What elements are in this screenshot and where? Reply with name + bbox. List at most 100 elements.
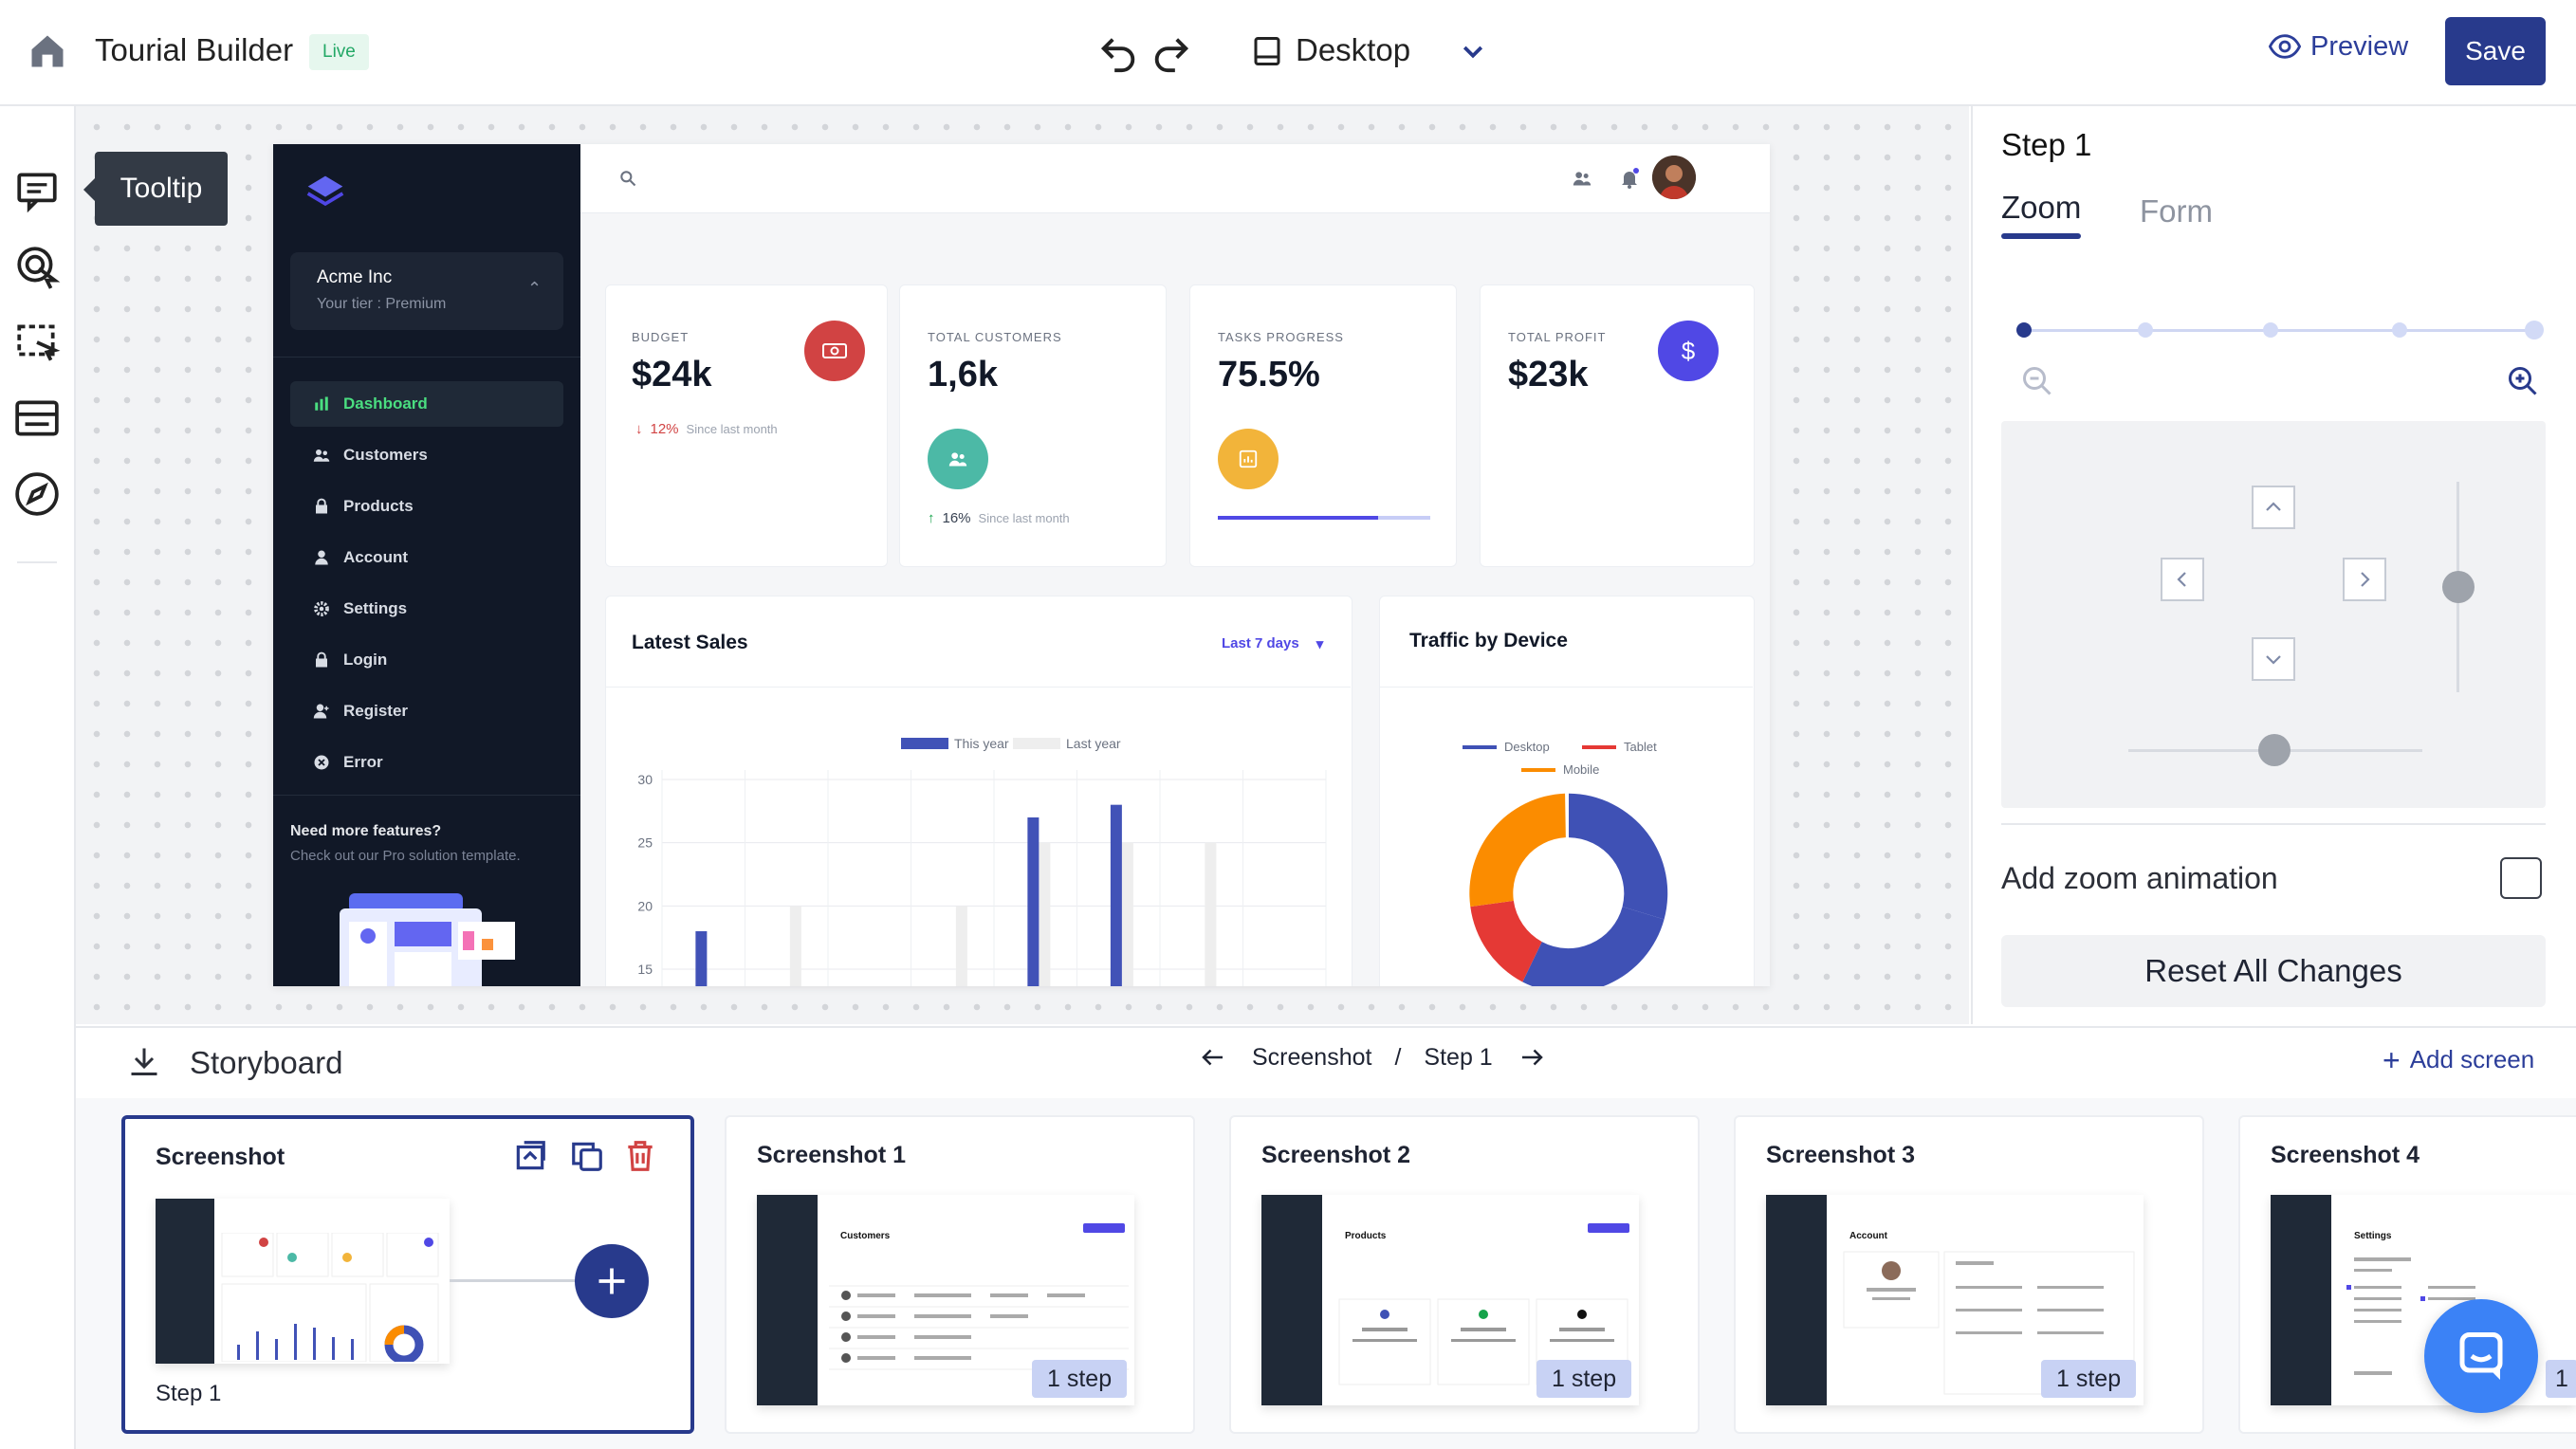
mock-nav-products[interactable]: Products <box>290 484 563 529</box>
legend-swatch-last-year <box>1013 738 1060 749</box>
tooltip-arrow <box>83 178 95 201</box>
thumb-sidebar <box>2271 1195 2331 1405</box>
step-label: Step 1 <box>156 1381 222 1406</box>
zoom-step-dot[interactable] <box>2392 322 2407 338</box>
trash-icon[interactable] <box>622 1138 658 1174</box>
crumb-step[interactable]: Step 1 <box>1424 1043 1493 1071</box>
mock-nav-dashboard[interactable]: Dashboard <box>290 381 563 427</box>
org-tier: Your tier : Premium <box>317 296 447 312</box>
bar-last-year <box>955 906 967 986</box>
donut-tablet <box>1470 900 1542 982</box>
legend-tablet: Tablet <box>1582 740 1657 754</box>
lock-icon <box>316 651 327 668</box>
thumb-account-preview <box>1843 1251 2135 1395</box>
zoom-out-icon[interactable] <box>2020 364 2054 398</box>
users-icon[interactable] <box>1571 169 1593 188</box>
money-icon <box>804 321 865 381</box>
tab-form[interactable]: Form <box>2140 193 2213 229</box>
reset-all-changes-button[interactable]: Reset All Changes <box>2001 935 2546 1007</box>
crumb-screen[interactable]: Screenshot <box>1252 1043 1372 1071</box>
zoom-step-dot[interactable] <box>2525 321 2544 339</box>
pan-down-button[interactable] <box>2252 637 2295 681</box>
add-zoom-animation-checkbox[interactable] <box>2500 857 2542 899</box>
range-dropdown[interactable]: Last 7 days ▾ <box>1222 635 1323 652</box>
zoom-step-dot[interactable] <box>2263 322 2278 338</box>
vertical-slider-knob[interactable] <box>2442 571 2475 603</box>
mock-nav-register[interactable]: Register <box>290 688 563 734</box>
add-step-button[interactable] <box>575 1244 649 1318</box>
screen-title: Screenshot 2 <box>1261 1142 1411 1168</box>
trend-subtitle: Since last month <box>686 422 778 436</box>
form-icon[interactable] <box>13 394 61 442</box>
desktop-icon[interactable] <box>1250 34 1284 68</box>
horizontal-slider-knob[interactable] <box>2258 734 2291 766</box>
editor-canvas[interactable]: Acme Inc Your tier : Premium ⌃ Dashboard… <box>76 106 1969 1024</box>
redo-icon[interactable] <box>1150 30 1193 74</box>
gear-icon <box>314 601 329 616</box>
legend-swatch-this-year <box>901 738 948 749</box>
pan-right-button[interactable] <box>2343 558 2386 601</box>
download-icon[interactable] <box>127 1043 161 1079</box>
crumb-separator: / <box>1394 1043 1402 1071</box>
trend-row: ↑ 16% Since last month <box>928 510 1070 526</box>
undo-icon[interactable] <box>1096 30 1140 74</box>
thumb-page-title: Customers <box>840 1231 891 1241</box>
preview-button[interactable]: Preview <box>2269 30 2408 63</box>
home-icon[interactable] <box>27 30 68 72</box>
thumb-add-button <box>1083 1223 1125 1233</box>
device-selector[interactable]: Desktop <box>1296 32 1411 67</box>
legend-swatch <box>1582 744 1616 749</box>
pan-left-button[interactable] <box>2161 558 2204 601</box>
legend-swatch <box>1463 744 1497 749</box>
screen-thumbnail <box>156 1199 450 1364</box>
zoom-step-dot-active[interactable] <box>2016 322 2032 338</box>
step-count-badge: 1 step <box>1536 1360 1632 1398</box>
mock-nav-customers[interactable]: Customers <box>290 432 563 478</box>
tab-zoom[interactable]: Zoom <box>2001 190 2082 225</box>
traffic-title: Traffic by Device <box>1409 630 1568 651</box>
mock-nav-error[interactable]: Error <box>290 740 563 785</box>
tooltip-icon[interactable] <box>13 167 61 214</box>
screen-title: Screenshot 4 <box>2271 1142 2420 1168</box>
bell-icon[interactable] <box>1618 167 1641 190</box>
divider <box>1379 687 1753 688</box>
chevron-left-icon <box>2177 572 2186 587</box>
zoom-in-icon[interactable] <box>2506 364 2540 398</box>
arrow-right-icon[interactable] <box>1516 1043 1548 1072</box>
chat-icon <box>2459 1332 2503 1380</box>
plus-icon <box>598 1268 625 1294</box>
traffic-donut-chart <box>1469 793 1668 986</box>
duplicate-icon[interactable] <box>569 1138 605 1174</box>
search-icon[interactable] <box>618 169 637 188</box>
promo-title: Need more features? <box>290 823 442 839</box>
avatar[interactable] <box>1652 156 1696 199</box>
mock-nav-settings[interactable]: Settings <box>290 586 563 632</box>
bar-this-year <box>695 931 708 986</box>
screenshot-mockup[interactable]: Acme Inc Your tier : Premium ⌃ Dashboard… <box>273 144 1770 986</box>
modal-icon[interactable] <box>13 319 61 366</box>
navigate-icon[interactable] <box>13 470 61 518</box>
save-button[interactable]: Save <box>2445 17 2546 85</box>
arrow-left-icon[interactable] <box>1197 1043 1229 1072</box>
add-screen-button[interactable]: + Add screen <box>2383 1045 2534 1075</box>
zoom-slider[interactable] <box>2024 329 2534 332</box>
chat-support-button[interactable] <box>2424 1299 2538 1413</box>
org-selector[interactable] <box>290 252 563 330</box>
legend-desktop: Desktop <box>1463 740 1550 754</box>
replace-screenshot-icon[interactable] <box>512 1138 548 1174</box>
chevron-down-icon[interactable] <box>1459 38 1487 66</box>
bar-last-year <box>1205 842 1217 986</box>
trend-value: 12% <box>650 421 679 437</box>
storyboard-title: Storyboard <box>190 1045 343 1080</box>
mock-nav-account[interactable]: Account <box>290 535 563 580</box>
legend-label: Tablet <box>1624 740 1657 754</box>
donut-mobile <box>1469 793 1566 908</box>
zoom-step-dot[interactable] <box>2138 322 2153 338</box>
hotspot-icon[interactable] <box>13 243 61 290</box>
step-connector <box>450 1279 577 1282</box>
stat-card-tasks <box>1189 284 1457 567</box>
pan-up-button[interactable] <box>2252 486 2295 529</box>
mock-nav-login[interactable]: Login <box>290 637 563 683</box>
divider <box>605 687 1351 688</box>
bar-this-year <box>1027 817 1040 986</box>
